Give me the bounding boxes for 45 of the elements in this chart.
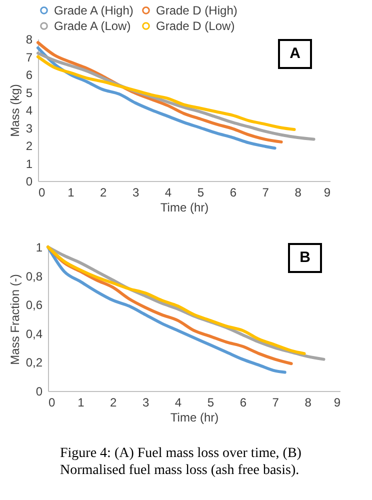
- annotation: B: [288, 243, 322, 273]
- legend-label: Grade D (Low): [156, 19, 235, 33]
- x-tick-label: 5: [197, 186, 204, 200]
- x-tick-label: 2: [100, 186, 108, 200]
- y-tick-label: 0,4: [26, 326, 43, 341]
- legend-label: Grade A (Low): [54, 19, 131, 33]
- y-tick-label: 1: [26, 156, 33, 171]
- x-tick-label: 3: [132, 186, 140, 200]
- x-axis-title: Time (hr): [160, 200, 209, 214]
- x-tick-label: 5: [207, 396, 214, 410]
- x-axis-title: Time (hr): [170, 410, 219, 424]
- x-tick-label: 1: [68, 186, 75, 200]
- x-tick-label: 0: [48, 396, 56, 410]
- annotation: A: [278, 39, 312, 69]
- y-tick-label: 7: [26, 50, 33, 64]
- y-tick-label: 0: [26, 174, 33, 188]
- y-tick-label: 0,2: [26, 356, 43, 370]
- y-tick-label: 6: [26, 68, 33, 82]
- y-tick-label: 0,8: [26, 269, 43, 284]
- x-tick-label: 9: [324, 186, 331, 200]
- y-tick-label: 8: [26, 32, 33, 46]
- x-tick-label: 7: [262, 186, 270, 200]
- x-tick-label: 6: [230, 186, 237, 200]
- x-tick-label: 4: [174, 396, 182, 410]
- legend-label: Grade A (High): [54, 3, 134, 18]
- y-tick-label: 4: [26, 104, 33, 118]
- x-tick-label: 3: [142, 396, 150, 410]
- y-tick-label: 1: [36, 240, 43, 254]
- x-tick-label: 7: [272, 396, 280, 410]
- y-tick-label: 5: [26, 86, 33, 100]
- x-tick-label: 6: [240, 396, 247, 410]
- y-tick-label: 0: [36, 384, 43, 398]
- legend-label: Grade D (High): [156, 3, 238, 18]
- y-axis-title: Mass (kg): [8, 84, 22, 137]
- x-tick-label: 4: [164, 186, 172, 200]
- y-tick-label: 2: [26, 139, 33, 153]
- x-tick-label: 8: [294, 186, 302, 200]
- y-axis-title: Mass Fraction (-): [8, 274, 22, 365]
- x-tick-label: 1: [78, 396, 85, 410]
- x-tick-label: 2: [110, 396, 118, 410]
- y-tick-label: 3: [26, 121, 33, 136]
- x-tick-label: 8: [304, 396, 312, 410]
- x-tick-label: 9: [334, 396, 341, 410]
- caption: Figure 4: (A) Fuel mass loss over time, (B) Normalised fuel mass loss (ash free basis).: [59, 445, 302, 479]
- y-tick-label: 0,6: [26, 298, 43, 312]
